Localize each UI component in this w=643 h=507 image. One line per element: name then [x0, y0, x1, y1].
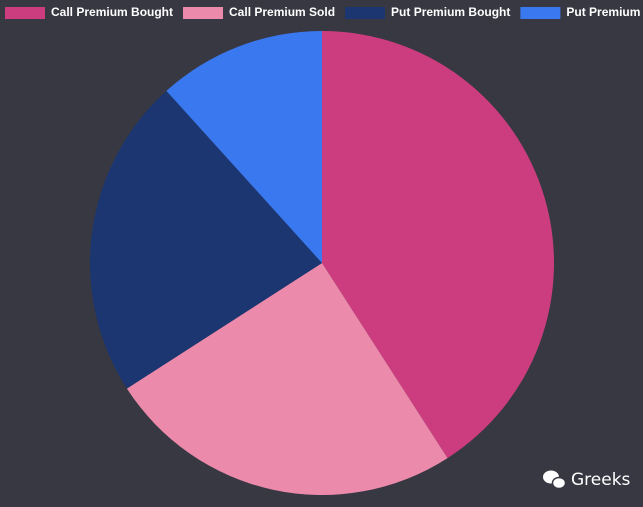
pie-slice: [322, 31, 554, 459]
watermark: Greeks: [571, 470, 631, 490]
watermark-icon: [543, 470, 567, 490]
pie-slice: [89, 90, 322, 389]
pie-slice: [126, 263, 448, 495]
legend-swatch: [183, 7, 224, 19]
legend-label: Put Premium Sold: [566, 5, 643, 19]
legend-swatch: [520, 7, 561, 19]
pie-slice: [166, 31, 322, 263]
legend-label: Put Premium Bought: [391, 5, 510, 19]
legend-swatch: [5, 7, 45, 19]
legend-swatch: [345, 7, 386, 19]
legend-label: Call Premium Sold: [229, 5, 335, 19]
legend-label: Call Premium Bought: [51, 5, 173, 19]
